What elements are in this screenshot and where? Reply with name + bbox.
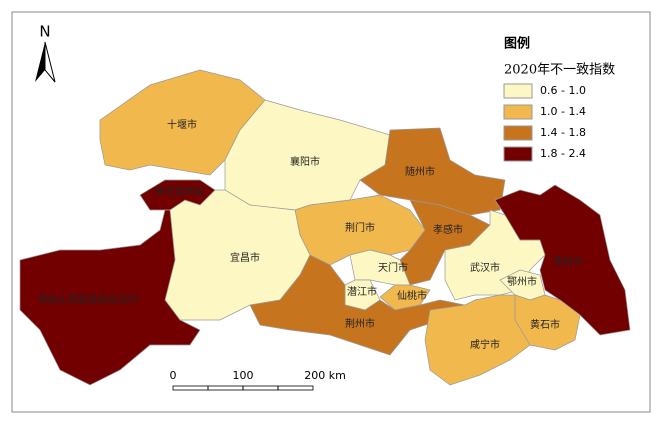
region-label: 仙桃市 [397,289,427,302]
region-labels: 十堰市 襄阳市 随州市 神农架林区 荆门市 孝感市 宜昌市 恩施土家族苗族自治州… [38,118,583,351]
scale-label: 200 km [304,369,346,382]
scale-bar: 0 100 200 km [170,369,346,391]
region-label: 宜昌市 [230,251,260,264]
legend-swatch [503,83,533,99]
legend-label: 1.0 - 1.4 [540,105,586,118]
north-arrow: N [35,23,56,83]
legend: 图例 2020年不一致指数 0.6 - 1.0 1.0 - 1.4 1.4 - 1.… [503,36,615,162]
region-label: 孝感市 [433,223,463,236]
region [424,294,531,386]
legend-label: 1.8 - 2.4 [540,147,586,160]
region [139,179,216,211]
legend-title: 图例 [504,36,530,52]
region [99,69,266,176]
regions [19,69,631,386]
region-label: 随州市 [405,165,435,178]
scale-label: 0 [170,369,177,382]
scale-label: 100 [233,369,254,382]
region-label: 襄阳市 [290,155,320,168]
region-label: 黄冈市 [553,255,583,268]
legend-label: 0.6 - 1.0 [540,84,586,97]
region [249,254,466,356]
region-label: 鄂州市 [507,275,537,288]
region-label: 咸宁市 [470,338,500,351]
region [399,199,491,286]
region-label: 恩施土家族苗族自治州 [38,293,138,306]
region-label: 黄石市 [530,318,560,331]
region [19,209,201,386]
legend-swatch [503,125,533,141]
legend-swatch [503,104,533,120]
legend-label: 1.4 - 1.8 [540,126,586,139]
region-label: 荆门市 [345,221,375,234]
north-label: N [39,23,50,41]
region-label: 武汉市 [470,261,500,274]
region-label: 天门市 [378,261,408,274]
legend-heading: 2020年不一致指数 [504,63,615,78]
legend-swatch [503,146,533,162]
region-label: 潜江市 [347,285,377,298]
region-label: 神农架林区 [155,185,205,198]
region-label: 十堰市 [167,118,197,131]
region-label: 荆州市 [345,317,375,330]
region [494,184,631,336]
